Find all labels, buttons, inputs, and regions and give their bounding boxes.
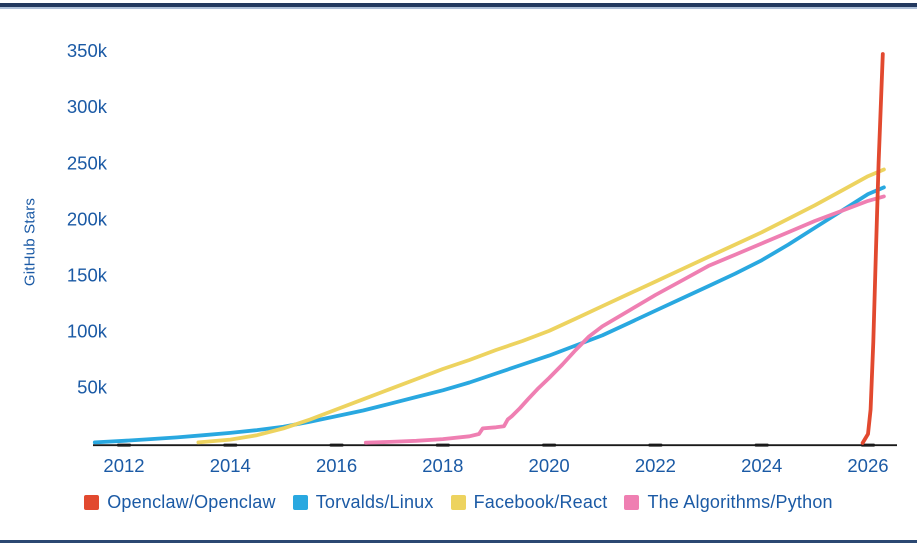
y-tick-label: 250k bbox=[67, 152, 108, 173]
x-tick-mark bbox=[435, 443, 450, 447]
x-tick-mark bbox=[117, 443, 131, 447]
legend-label: Facebook/React bbox=[473, 491, 608, 512]
series-line-the-algorithms-python bbox=[363, 194, 886, 445]
legend-swatch bbox=[450, 494, 466, 510]
y-tick-label: 50k bbox=[77, 376, 108, 397]
legend-item-torvalds-linux: Torvalds/Linux bbox=[292, 491, 434, 513]
y-tick-label: 200k bbox=[67, 208, 108, 229]
series-line-facebook-react bbox=[196, 167, 886, 445]
legend-label: Torvalds/Linux bbox=[315, 491, 434, 512]
top-rule-accent bbox=[0, 7, 917, 9]
x-tick-label: 2012 bbox=[103, 455, 144, 476]
y-tick-label: 300k bbox=[67, 96, 108, 117]
x-tick-label: 2024 bbox=[741, 455, 782, 476]
legend-item-facebook-react: Facebook/React bbox=[450, 491, 608, 513]
x-tick-label: 2016 bbox=[316, 455, 357, 476]
github-stars-line-chart: 50k 100k 150k 200k 250k 300k 350k 2012 2014 2016 2… bbox=[67, 40, 897, 476]
x-tick-mark bbox=[329, 443, 344, 447]
x-tick-mark bbox=[754, 443, 769, 447]
x-tick-label: 2018 bbox=[422, 455, 463, 476]
y-axis-title: GitHub Stars bbox=[21, 197, 39, 287]
legend-item-the-algorithms-python: The Algorithms/Python bbox=[624, 491, 833, 513]
chart-legend: Openclaw/Openclaw Torvalds/Linux Facebook/… bbox=[0, 487, 917, 517]
x-tick-label: 2022 bbox=[635, 455, 676, 476]
legend-swatch bbox=[84, 494, 100, 510]
top-rule bbox=[0, 3, 917, 7]
legend-label: The Algorithms/Python bbox=[647, 491, 833, 512]
x-tick-mark bbox=[860, 443, 875, 447]
x-tick-mark bbox=[648, 443, 663, 447]
bottom-rule bbox=[0, 540, 917, 543]
legend-item-openclaw-openclaw: Openclaw/Openclaw bbox=[84, 492, 276, 513]
y-tick-label: 100k bbox=[67, 320, 108, 341]
y-tick-label: 350k bbox=[67, 40, 108, 61]
series-line-openclaw-openclaw bbox=[860, 52, 885, 445]
y-tick-label: 150k bbox=[67, 264, 108, 285]
x-tick-label: 2026 bbox=[847, 455, 888, 476]
x-tick-label: 2020 bbox=[529, 455, 570, 476]
x-tick-mark bbox=[223, 443, 238, 447]
x-tick-mark bbox=[542, 443, 557, 447]
series-line-torvalds-linux bbox=[92, 185, 886, 445]
legend-swatch bbox=[292, 494, 308, 510]
legend-label: Openclaw/Openclaw bbox=[107, 491, 276, 512]
x-tick-label: 2014 bbox=[210, 455, 251, 476]
legend-swatch bbox=[624, 494, 640, 510]
